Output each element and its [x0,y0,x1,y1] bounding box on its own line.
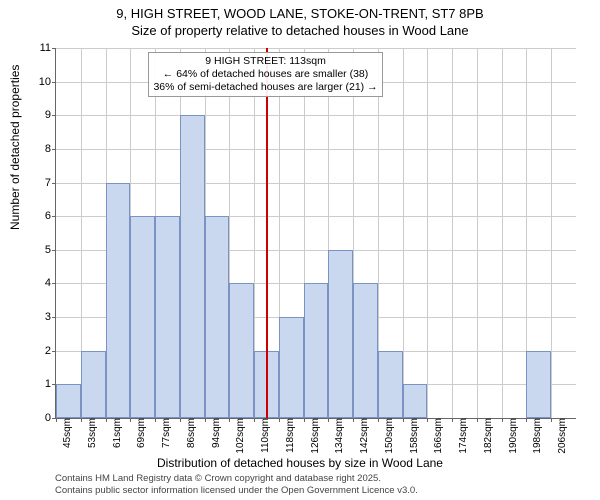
annotation-line-3: 36% of semi-detached houses are larger (… [153,81,377,93]
y-tick-mark [52,250,56,251]
y-tick-mark [52,317,56,318]
histogram-bar [403,384,428,418]
gridline-h [56,48,576,49]
histogram-bar [304,283,329,418]
chart-plot-area: 0123456789101145sqm53sqm61sqm69sqm77sqm8… [55,48,576,419]
x-tick-label: 166sqm [431,418,444,454]
x-tick-label: 45sqm [60,418,73,448]
x-tick-mark [551,418,552,422]
x-tick-mark [403,418,404,422]
histogram-bar [81,351,106,418]
gridline-v [477,48,478,418]
histogram-bar [229,283,254,418]
histogram-bar [378,351,403,418]
x-tick-mark [477,418,478,422]
x-tick-label: 94sqm [209,418,222,448]
histogram-bar [155,216,180,418]
gridline-h [56,115,576,116]
x-axis-label: Distribution of detached houses by size … [0,456,600,470]
x-tick-label: 150sqm [382,418,395,454]
x-tick-label: 102sqm [233,418,246,454]
x-tick-mark [427,418,428,422]
x-tick-mark [205,418,206,422]
x-tick-label: 77sqm [159,418,172,448]
annotation-line-1: 9 HIGH STREET: 113sqm [205,55,326,67]
histogram-bar [56,384,81,418]
x-tick-label: 134sqm [332,418,345,454]
x-tick-label: 190sqm [506,418,519,454]
x-tick-mark [155,418,156,422]
x-tick-mark [130,418,131,422]
title-line-1: 9, HIGH STREET, WOOD LANE, STOKE-ON-TREN… [116,6,483,21]
x-tick-mark [180,418,181,422]
y-tick-mark [52,48,56,49]
x-tick-mark [56,418,57,422]
histogram-bar [328,250,353,418]
x-tick-label: 53sqm [85,418,98,448]
footer-line-1: Contains HM Land Registry data © Crown c… [55,473,381,484]
gridline-v [452,48,453,418]
x-tick-mark [279,418,280,422]
gridline-h [56,183,576,184]
y-tick-mark [52,115,56,116]
gridline-v [502,48,503,418]
histogram-bar [205,216,230,418]
gridline-h [56,149,576,150]
footer-attribution: Contains HM Land Registry data © Crown c… [55,473,418,496]
x-tick-mark [452,418,453,422]
x-tick-label: 182sqm [481,418,494,454]
title-line-2: Size of property relative to detached ho… [131,23,468,38]
x-tick-mark [378,418,379,422]
annotation-box: 9 HIGH STREET: 113sqm← 64% of detached h… [148,52,382,97]
y-tick-mark [52,82,56,83]
x-tick-label: 174sqm [456,418,469,454]
x-tick-mark [328,418,329,422]
x-tick-mark [81,418,82,422]
y-tick-mark [52,149,56,150]
x-tick-label: 158sqm [407,418,420,454]
reference-line [266,48,268,418]
histogram-bar [526,351,551,418]
footer-line-2: Contains public sector information licen… [55,485,418,496]
y-tick-mark [52,283,56,284]
x-tick-label: 61sqm [110,418,123,448]
x-tick-mark [502,418,503,422]
x-tick-label: 69sqm [134,418,147,448]
x-tick-mark [106,418,107,422]
annotation-line-2: ← 64% of detached houses are smaller (38… [163,68,368,80]
chart-title: 9, HIGH STREET, WOOD LANE, STOKE-ON-TREN… [0,0,600,40]
gridline-v [403,48,404,418]
x-tick-mark [229,418,230,422]
y-tick-mark [52,216,56,217]
x-tick-label: 198sqm [530,418,543,454]
histogram-bar [180,115,205,418]
gridline-v [551,48,552,418]
x-tick-label: 126sqm [308,418,321,454]
y-tick-mark [52,183,56,184]
x-tick-mark [304,418,305,422]
histogram-bar [130,216,155,418]
x-tick-mark [526,418,527,422]
x-tick-label: 110sqm [258,418,271,453]
x-tick-label: 86sqm [184,418,197,448]
gridline-v [427,48,428,418]
histogram-bar [279,317,304,418]
x-tick-label: 118sqm [283,418,296,453]
x-tick-mark [254,418,255,422]
x-tick-label: 142sqm [357,418,370,454]
x-tick-mark [353,418,354,422]
y-axis-label: Number of detached properties [8,65,22,230]
histogram-bar [353,283,378,418]
x-tick-label: 206sqm [555,418,568,454]
histogram-bar [106,183,131,418]
y-tick-mark [52,351,56,352]
